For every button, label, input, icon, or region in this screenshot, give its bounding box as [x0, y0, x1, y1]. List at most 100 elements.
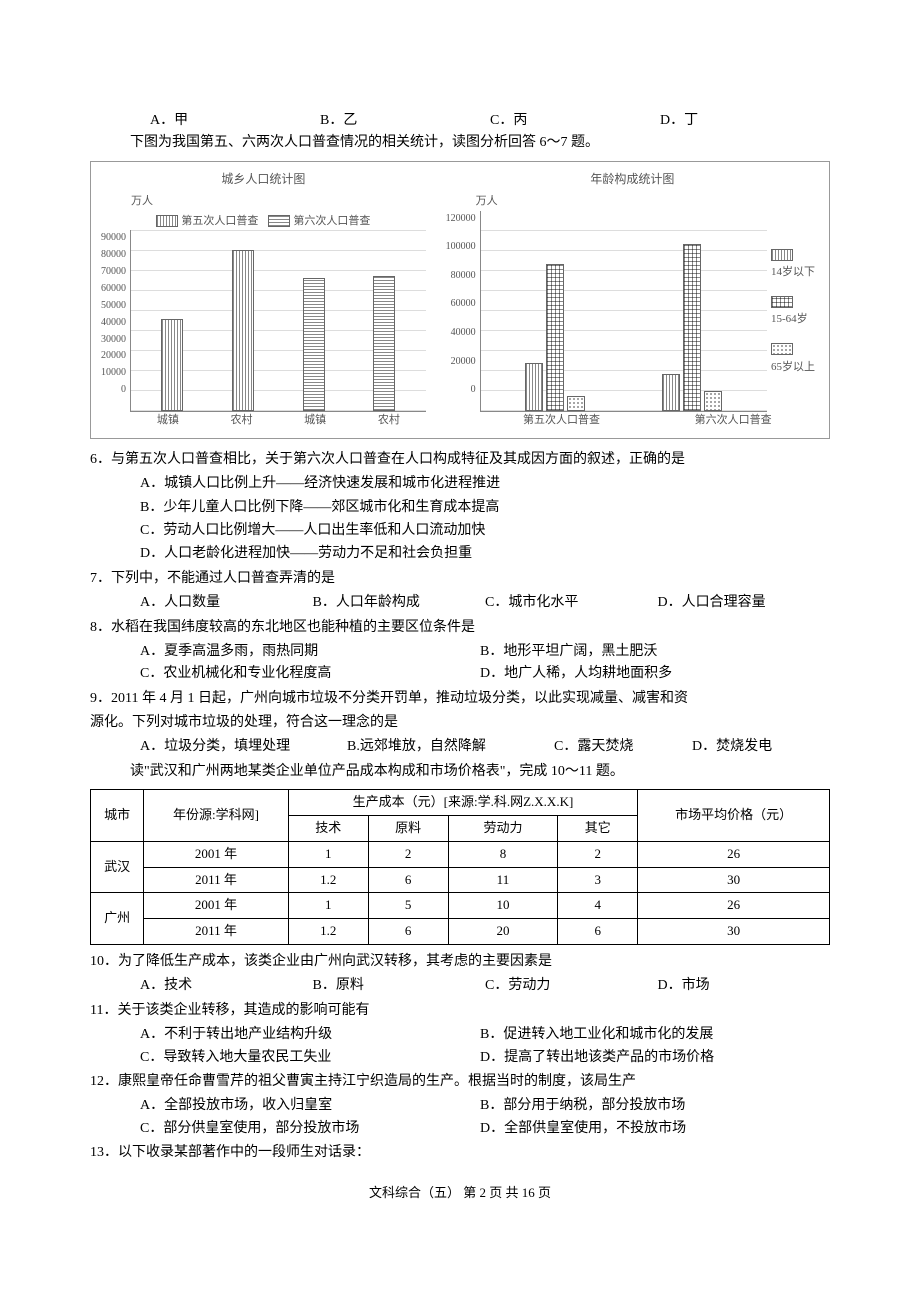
q10-a: A．技术: [140, 975, 313, 997]
q12-row1: A．全部投放市场，收入归皇室 B．部分用于纳税，部分投放市场: [90, 1095, 830, 1117]
cell: 30: [638, 919, 830, 945]
bar: [567, 396, 585, 411]
cell: 1.2: [288, 867, 368, 893]
charts-box: 城乡人口统计图 万人 第五次人口普查 第六次人口普查 9000080000700…: [90, 161, 830, 439]
cell: 4: [558, 893, 638, 919]
q12-c: C．部分供皇室使用，部分投放市场: [140, 1118, 480, 1140]
q9-stem1: 9．2011 年 4 月 1 日起，广州向城市垃圾不分类开罚单，推动垃圾分类，以…: [90, 688, 830, 710]
q10-b: B．原料: [313, 975, 486, 997]
cell: 2011 年: [144, 867, 288, 893]
th-year: 年份源:学科网]: [144, 790, 288, 842]
cell: 10: [448, 893, 558, 919]
q7-a: A．人口数量: [140, 592, 313, 614]
legend-item: 65岁以上: [771, 341, 815, 376]
th-price: 市场平均价格（元）: [638, 790, 830, 842]
chart2-unit: 万人: [446, 193, 819, 211]
q8-row1: A．夏季高温多雨，雨热同期 B．地形平坦广阔，黑土肥沃: [90, 641, 830, 663]
table-row: 武汉2001 年128226: [91, 841, 830, 867]
chart2-title: 年龄构成统计图: [446, 170, 819, 189]
chart1-title: 城乡人口统计图: [101, 170, 426, 189]
page-footer: 文科综合（五） 第 2 页 共 16 页: [90, 1183, 830, 1204]
bar: [525, 363, 543, 411]
bar: [373, 276, 395, 411]
cell: 20: [448, 919, 558, 945]
q10-c: C．劳动力: [485, 975, 658, 997]
q8-stem: 8．水稻在我国纬度较高的东北地区也能种植的主要区位条件是: [90, 617, 830, 639]
legend-item: 14岁以下: [771, 247, 815, 282]
legend-item: 15-64岁: [771, 294, 815, 329]
q6-stem: 6．与第五次人口普查相比，关于第六次人口普查在人口构成特征及其成因方面的叙述，正…: [90, 449, 830, 471]
q11-d: D．提高了转出地该类产品的市场价格: [480, 1047, 714, 1069]
cell: 8: [448, 841, 558, 867]
bar: [683, 244, 701, 411]
chart2-plot: [480, 211, 767, 413]
q6-d: D．人口老龄化进程加快——劳动力不足和社会负担重: [90, 543, 830, 565]
chart1-legend: 第五次人口普查 第六次人口普查: [101, 213, 426, 231]
q7-options: A．人口数量 B．人口年龄构成 C．城市化水平 D．人口合理容量: [90, 592, 830, 614]
q11-row2: C．导致转入地大量农民工失业 D．提高了转出地该类产品的市场价格: [90, 1047, 830, 1069]
bar: [546, 264, 564, 411]
cell: 2011 年: [144, 919, 288, 945]
th-labor: 劳动力: [448, 816, 558, 842]
q10-d: D．市场: [658, 975, 831, 997]
cost-table: 城市 年份源:学科网] 生产成本（元）[来源:学.科.网Z.X.X.K] 市场平…: [90, 789, 830, 945]
chart2-xlabels: 第五次人口普查第六次人口普查: [446, 412, 819, 430]
q9-options: A．垃圾分类，填埋处理 B.远郊堆放，自然降解 C．露天焚烧 D．焚烧发电: [90, 736, 830, 758]
cell: 1.2: [288, 919, 368, 945]
swatch-icon: [771, 343, 793, 355]
q9-stem2: 源化。下列对城市垃圾的处理，符合这一理念的是: [90, 712, 830, 734]
th-other: 其它: [558, 816, 638, 842]
q10-stem: 10．为了降低生产成本，该类企业由广州向武汉转移，其考虑的主要因素是: [90, 951, 830, 973]
q12-row2: C．部分供皇室使用，部分投放市场 D．全部供皇室使用，不投放市场: [90, 1118, 830, 1140]
bar: [232, 250, 254, 411]
th-city: 城市: [91, 790, 144, 842]
q9-c: C．露天焚烧: [554, 736, 692, 758]
chart2-legend: 14岁以下 15-64岁 65岁以上: [767, 211, 819, 413]
q7-b: B．人口年龄构成: [313, 592, 486, 614]
cell: 30: [638, 867, 830, 893]
chart1-xlabels: 城镇农村城镇农村: [101, 412, 426, 430]
th-tech: 技术: [288, 816, 368, 842]
intro-6-7: 下图为我国第五、六两次人口普查情况的相关统计，读图分析回答 6～7 题。: [90, 132, 830, 154]
cell: 3: [558, 867, 638, 893]
cell: 5: [368, 893, 448, 919]
opt-b: B．乙: [320, 110, 490, 132]
q8-d: D．地广人稀，人均耕地面积多: [480, 663, 672, 685]
chart1-unit: 万人: [101, 193, 426, 211]
q8-b: B．地形平坦广阔，黑土肥沃: [480, 641, 657, 663]
q7-d: D．人口合理容量: [658, 592, 831, 614]
cell: 2: [558, 841, 638, 867]
opt-c: C．丙: [490, 110, 660, 132]
cell: 1: [288, 841, 368, 867]
table-body: 武汉2001 年1282262011 年1.2611330广州2001 年151…: [91, 841, 830, 944]
q10-options: A．技术 B．原料 C．劳动力 D．市场: [90, 975, 830, 997]
q6-a: A．城镇人口比例上升——经济快速发展和城市化进程推进: [90, 473, 830, 495]
th-cost: 生产成本（元）[来源:学.科.网Z.X.X.K]: [288, 790, 637, 816]
q8-c: C．农业机械化和专业化程度高: [140, 663, 480, 685]
cell-city: 广州: [91, 893, 144, 945]
q11-b: B．促进转入地工业化和城市化的发展: [480, 1024, 713, 1046]
table-row: 2011 年1.2611330: [91, 867, 830, 893]
bar: [662, 374, 680, 411]
q7-c: C．城市化水平: [485, 592, 658, 614]
table-row: 广州2001 年1510426: [91, 893, 830, 919]
q13-stem: 13．以下收录某部著作中的一段师生对话录：: [90, 1142, 830, 1164]
cell: 2001 年: [144, 841, 288, 867]
bar: [303, 278, 325, 411]
chart-urban-rural: 城乡人口统计图 万人 第五次人口普查 第六次人口普查 9000080000700…: [101, 170, 426, 430]
bar: [704, 391, 722, 411]
opt-d: D．丁: [660, 110, 830, 132]
q7-stem: 7．下列中，不能通过人口普查弄清的是: [90, 568, 830, 590]
cell: 26: [638, 893, 830, 919]
q8-a: A．夏季高温多雨，雨热同期: [140, 641, 480, 663]
q6-c: C．劳动人口比例增大——人口出生率低和人口流动加快: [90, 520, 830, 542]
swatch-icon: [156, 215, 178, 227]
cell: 1: [288, 893, 368, 919]
q12-b: B．部分用于纳税，部分投放市场: [480, 1095, 685, 1117]
legend-item: 第六次人口普查: [268, 213, 370, 231]
bar: [161, 319, 183, 412]
cell: 2: [368, 841, 448, 867]
prior-question-options: A．甲 B．乙 C．丙 D．丁: [90, 110, 830, 132]
q9-b: B.远郊堆放，自然降解: [347, 736, 554, 758]
chart1-plot: [130, 230, 426, 412]
